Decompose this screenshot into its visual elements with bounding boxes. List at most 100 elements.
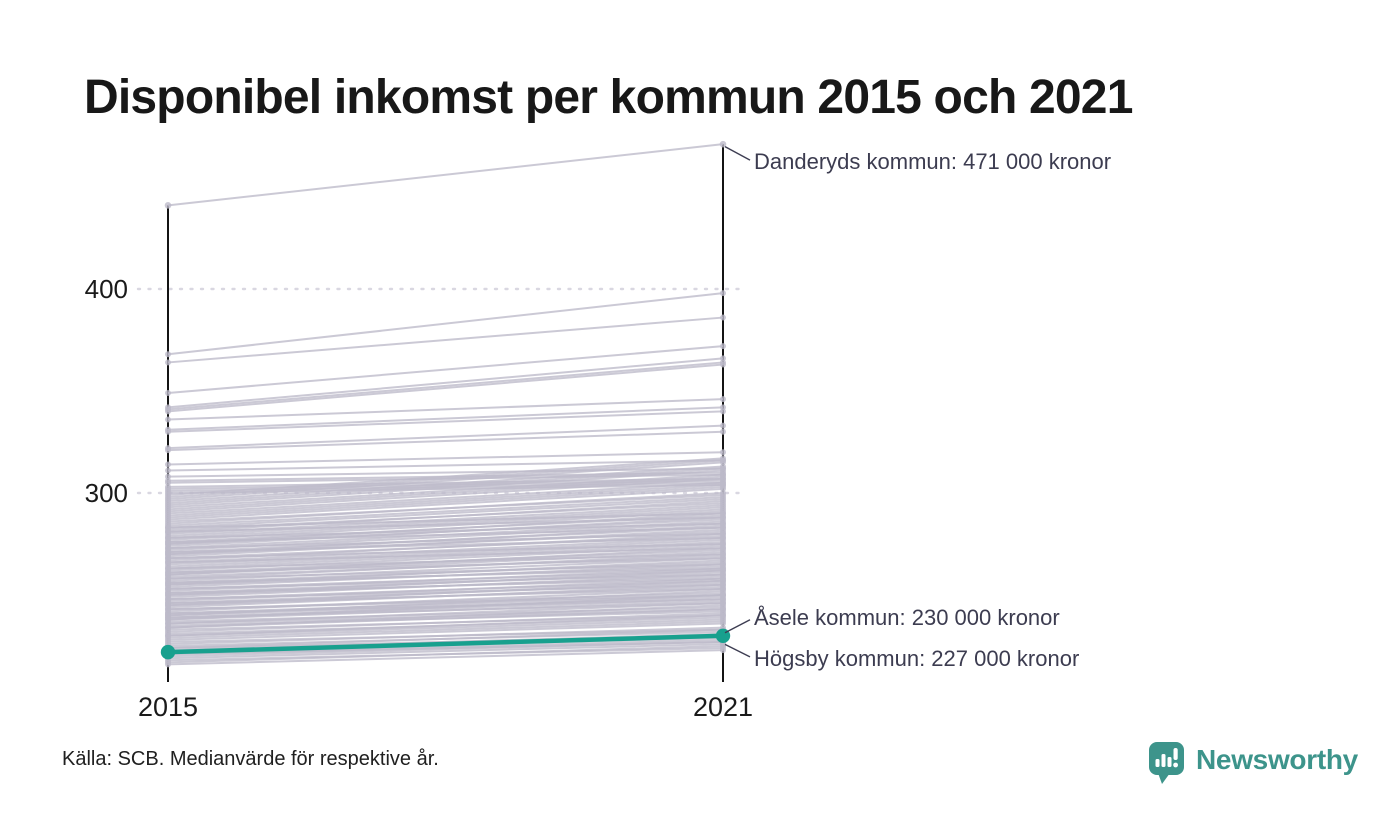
endpoint-dot <box>165 351 171 358</box>
endpoint-dot <box>720 314 726 321</box>
newsworthy-logo-text: Newsworthy <box>1196 744 1358 775</box>
endpoint-dot <box>720 408 726 415</box>
municipality-line <box>167 649 724 666</box>
endpoint-dot <box>720 428 726 435</box>
endpoint-dot <box>720 592 726 598</box>
municipality-line <box>167 398 724 421</box>
municipality-line <box>167 406 724 431</box>
municipality-line <box>167 622 724 641</box>
endpoint-dot <box>160 644 176 660</box>
endpoint-dot <box>720 561 726 568</box>
endpoint-dot <box>165 408 171 415</box>
municipality-line <box>167 583 724 601</box>
municipality-line <box>167 616 724 635</box>
endpoint-dot <box>720 530 726 537</box>
municipality-line <box>167 485 724 519</box>
newsworthy-logo: Newsworthy <box>1148 740 1358 786</box>
endpoint-dot <box>165 492 171 499</box>
municipality-line <box>167 292 724 356</box>
municipality-line <box>167 467 724 505</box>
endpoint-dot <box>720 510 726 517</box>
annotation-danderyd: Danderyds kommun: 471 000 kronor <box>754 149 1112 175</box>
municipality-line <box>167 430 724 452</box>
municipality-line <box>167 522 724 539</box>
municipality-line <box>167 345 724 395</box>
y-tick-label: 300 <box>85 478 128 508</box>
municipality-line <box>167 496 724 527</box>
municipality-line <box>167 465 724 503</box>
endpoint-dot <box>165 467 171 474</box>
endpoint-dot <box>720 396 726 403</box>
municipality-line <box>167 606 724 623</box>
source-note: Källa: SCB. Medianvärde för respektive å… <box>62 748 439 770</box>
municipality-line <box>167 577 724 594</box>
municipality-line <box>167 602 724 619</box>
municipality-line <box>167 594 724 611</box>
municipality-line <box>167 620 724 639</box>
x-tick-label: 2015 <box>138 692 198 722</box>
endpoint-dot <box>165 390 171 397</box>
annotation-leader-line <box>724 643 751 658</box>
municipality-line <box>167 573 724 590</box>
municipality-line <box>167 473 724 509</box>
municipality-line <box>167 363 724 413</box>
municipality-line <box>167 487 724 521</box>
municipality-line <box>167 640 724 656</box>
municipality-line <box>167 424 724 450</box>
municipality-line <box>167 516 724 533</box>
endpoint-dot <box>720 422 726 429</box>
endpoint-dot <box>165 461 171 468</box>
annotation-hogsby: Högsby kommun: 227 000 kronor <box>754 645 1080 671</box>
municipality-line <box>167 451 724 466</box>
municipality-line <box>167 543 724 570</box>
endpoint-dot <box>720 520 726 527</box>
municipality-line <box>167 581 724 605</box>
municipality-line <box>167 610 724 627</box>
municipality-line <box>167 494 724 523</box>
endpoint-dot <box>165 428 171 435</box>
municipality-line <box>167 547 724 564</box>
municipality-line <box>167 536 724 554</box>
municipality-line <box>167 498 724 529</box>
municipality-line <box>167 459 724 472</box>
endpoint-dot <box>165 416 171 423</box>
municipality-line <box>167 457 724 497</box>
endpoint-dot <box>720 361 726 368</box>
municipality-line <box>167 459 724 499</box>
endpoint-dot <box>720 581 726 588</box>
municipality-line <box>167 143 724 207</box>
municipality-line <box>167 553 724 570</box>
y-tick-label: 400 <box>85 274 128 304</box>
municipality-line <box>167 461 724 501</box>
annotation-leader-line <box>724 619 751 634</box>
municipality-line <box>167 614 724 631</box>
municipality-line <box>167 598 724 615</box>
municipality-line <box>167 587 724 605</box>
municipality-line <box>167 475 724 511</box>
endpoint-dot <box>165 447 171 454</box>
municipality-line <box>167 410 724 433</box>
municipality-line <box>167 508 724 539</box>
municipality-line <box>167 561 724 584</box>
municipality-line <box>167 557 724 574</box>
municipality-line <box>167 630 724 647</box>
x-tick-label: 2021 <box>693 692 753 722</box>
endpoint-dot <box>720 449 726 456</box>
endpoint-dot <box>720 551 726 558</box>
endpoint-dot <box>720 571 726 578</box>
municipality-line <box>167 467 724 478</box>
annotation-leader-line <box>724 146 751 161</box>
municipality-line <box>167 469 724 507</box>
municipality-line <box>167 526 724 554</box>
municipality-line <box>167 532 724 550</box>
municipality-line <box>167 316 724 364</box>
municipality-line <box>167 526 724 543</box>
municipality-line <box>167 361 724 411</box>
municipality-line <box>167 563 724 580</box>
municipality-line <box>167 512 724 529</box>
chart-title: Disponibel inkomst per kommun 2015 och 2… <box>84 71 1133 124</box>
municipality-line <box>167 608 724 625</box>
municipality-line <box>167 481 724 515</box>
